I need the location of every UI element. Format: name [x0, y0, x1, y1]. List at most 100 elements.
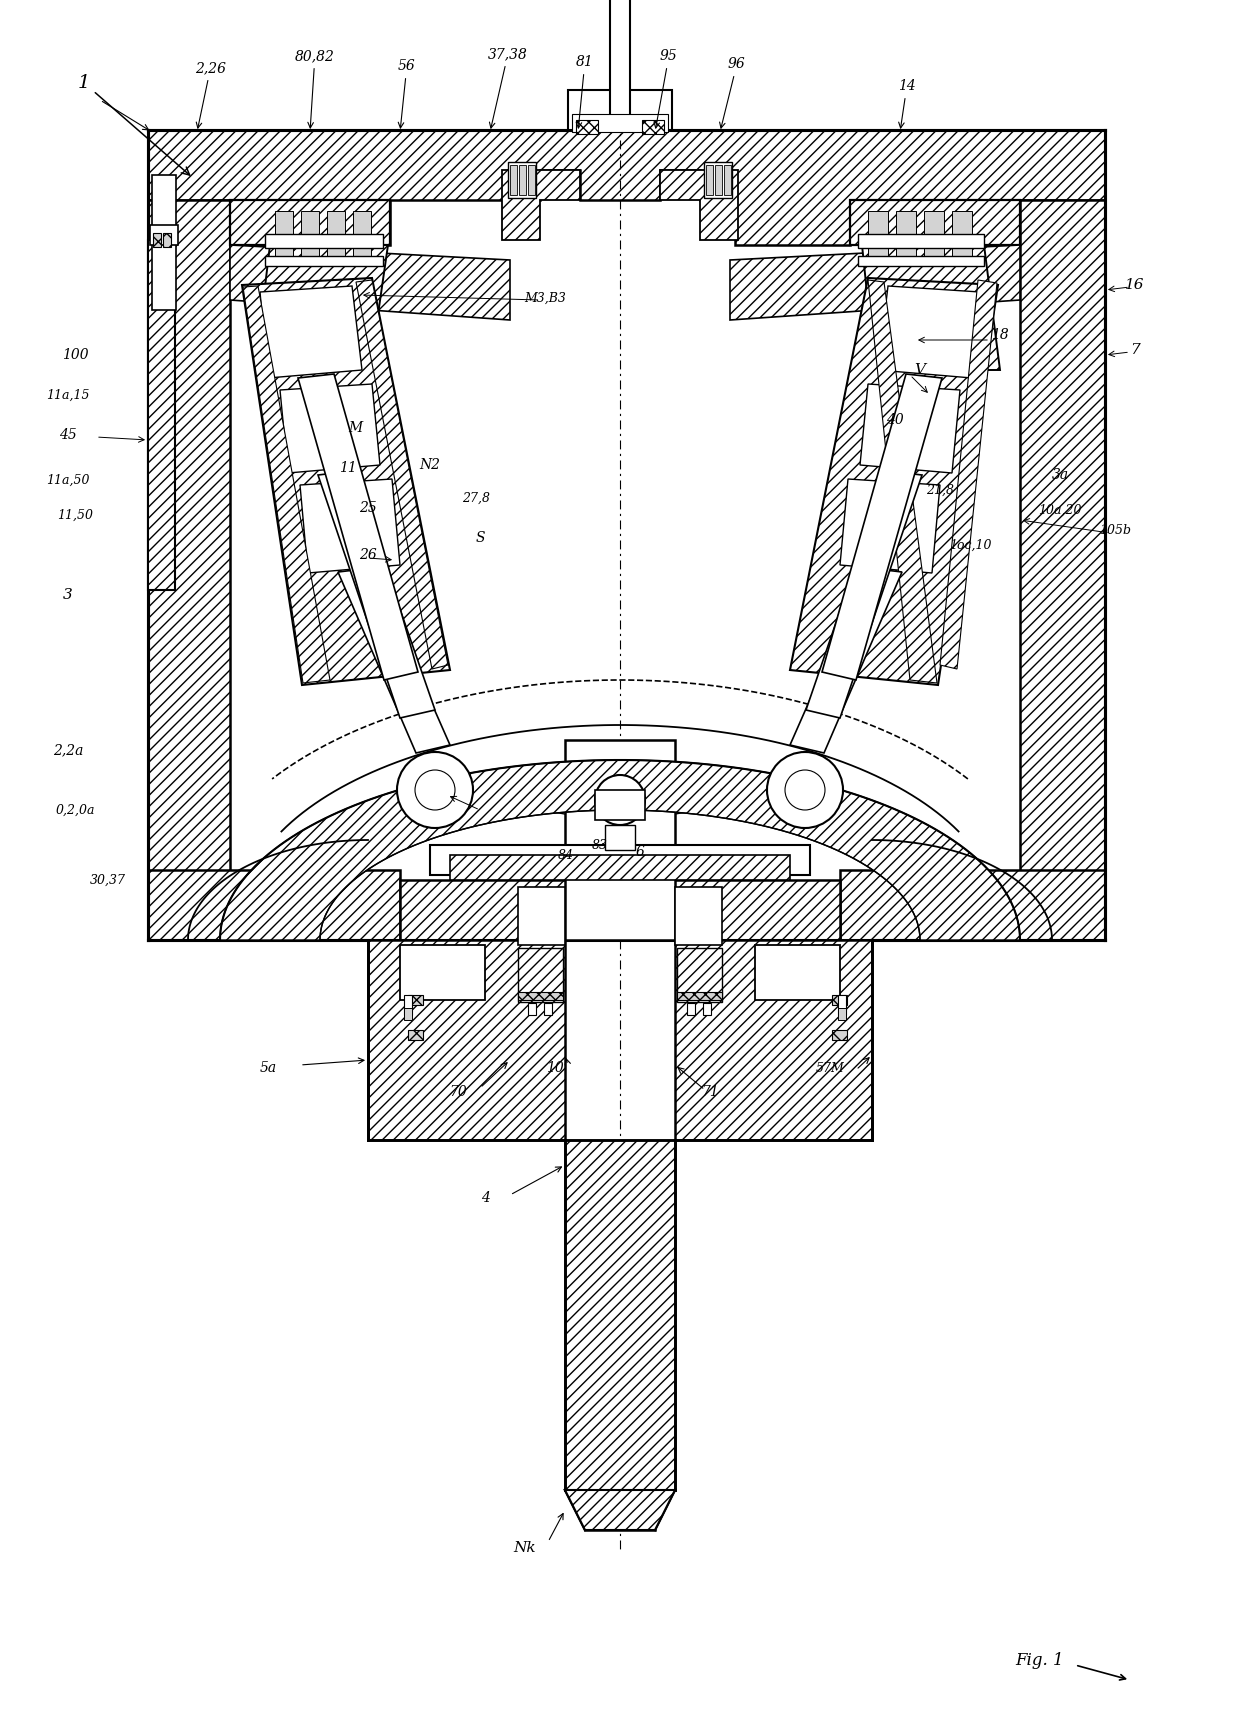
Bar [150, 225, 179, 246]
Text: 11: 11 [339, 461, 357, 474]
Polygon shape [242, 278, 450, 684]
Bar [832, 995, 847, 1006]
Text: 27,8: 27,8 [463, 492, 490, 504]
Bar [408, 1030, 423, 1040]
Text: 100: 100 [62, 347, 88, 363]
Polygon shape [940, 280, 997, 669]
Bar [838, 1007, 846, 1019]
Bar [353, 211, 371, 263]
Text: Nk: Nk [513, 1540, 537, 1556]
Text: N2: N2 [419, 457, 440, 473]
Text: 10: 10 [546, 1061, 564, 1074]
Polygon shape [878, 285, 980, 378]
Polygon shape [255, 246, 388, 370]
Polygon shape [229, 199, 391, 275]
Text: 40: 40 [887, 413, 904, 426]
Bar [897, 211, 916, 263]
Bar [724, 165, 732, 194]
Text: 14: 14 [898, 79, 916, 127]
Text: 83: 83 [591, 839, 608, 851]
Polygon shape [243, 285, 330, 682]
Polygon shape [450, 854, 790, 880]
Text: 11a,50: 11a,50 [46, 473, 89, 486]
Bar [704, 162, 732, 198]
Text: 2,26: 2,26 [195, 60, 226, 127]
Polygon shape [862, 246, 999, 370]
Polygon shape [368, 940, 565, 1140]
Bar [265, 256, 383, 266]
Text: 26: 26 [360, 548, 377, 562]
Bar [577, 120, 598, 134]
Text: 45: 45 [60, 428, 77, 442]
Text: 0,2,0a: 0,2,0a [56, 803, 94, 817]
Polygon shape [839, 480, 940, 572]
Bar [404, 1007, 412, 1019]
Polygon shape [861, 383, 960, 473]
Text: 4: 4 [481, 1191, 490, 1205]
Polygon shape [430, 846, 810, 875]
Polygon shape [148, 870, 401, 940]
Bar [952, 211, 972, 263]
Text: 11,50: 11,50 [57, 509, 93, 521]
Bar [755, 945, 839, 1000]
Polygon shape [148, 131, 1105, 246]
Bar [544, 1002, 552, 1014]
Text: 37,38: 37,38 [489, 46, 528, 129]
Bar [565, 739, 675, 940]
Polygon shape [229, 246, 510, 320]
Polygon shape [219, 760, 1021, 940]
Bar [642, 120, 663, 134]
Text: S: S [475, 531, 485, 545]
Polygon shape [677, 947, 722, 1002]
Bar [528, 1002, 536, 1014]
Text: 81: 81 [577, 55, 594, 127]
Polygon shape [675, 940, 872, 1140]
Text: 5a: 5a [259, 1061, 277, 1074]
Text: 10a,20: 10a,20 [1038, 504, 1081, 516]
Text: 1: 1 [78, 74, 190, 175]
Text: 95: 95 [653, 50, 678, 127]
Polygon shape [790, 278, 998, 684]
Polygon shape [260, 285, 362, 378]
Text: M: M [348, 421, 362, 435]
Bar [518, 992, 563, 1000]
Text: 2,2a: 2,2a [53, 743, 83, 756]
Text: 6: 6 [636, 846, 645, 860]
Polygon shape [317, 471, 435, 719]
Bar [518, 887, 565, 945]
Polygon shape [1021, 199, 1105, 920]
Polygon shape [806, 471, 923, 719]
Text: 21,8: 21,8 [926, 483, 954, 497]
Text: 3: 3 [63, 588, 73, 602]
Text: 80,82: 80,82 [295, 50, 335, 127]
Text: V: V [915, 363, 925, 376]
Polygon shape [356, 280, 448, 669]
Text: 11a,15: 11a,15 [46, 388, 89, 402]
Text: 30,37: 30,37 [91, 873, 126, 887]
Bar [687, 1002, 694, 1014]
Bar [858, 234, 985, 248]
Bar [520, 165, 526, 194]
Polygon shape [565, 1140, 675, 1490]
Circle shape [415, 770, 455, 810]
Polygon shape [868, 280, 937, 682]
Bar [408, 995, 423, 1006]
Bar [275, 211, 293, 263]
Bar [595, 791, 645, 820]
Bar [508, 162, 536, 198]
Bar [675, 887, 722, 945]
Text: 18: 18 [991, 328, 1009, 342]
Text: 7: 7 [1130, 344, 1140, 358]
Polygon shape [790, 567, 901, 753]
Bar [401, 945, 485, 1000]
Bar [404, 995, 412, 1014]
Polygon shape [502, 170, 580, 241]
Bar [572, 113, 668, 132]
Bar [868, 211, 888, 263]
Polygon shape [148, 199, 229, 920]
Circle shape [595, 775, 645, 825]
Bar [715, 165, 722, 194]
Text: 70: 70 [449, 1085, 467, 1098]
Bar [528, 165, 534, 194]
Polygon shape [822, 375, 942, 681]
